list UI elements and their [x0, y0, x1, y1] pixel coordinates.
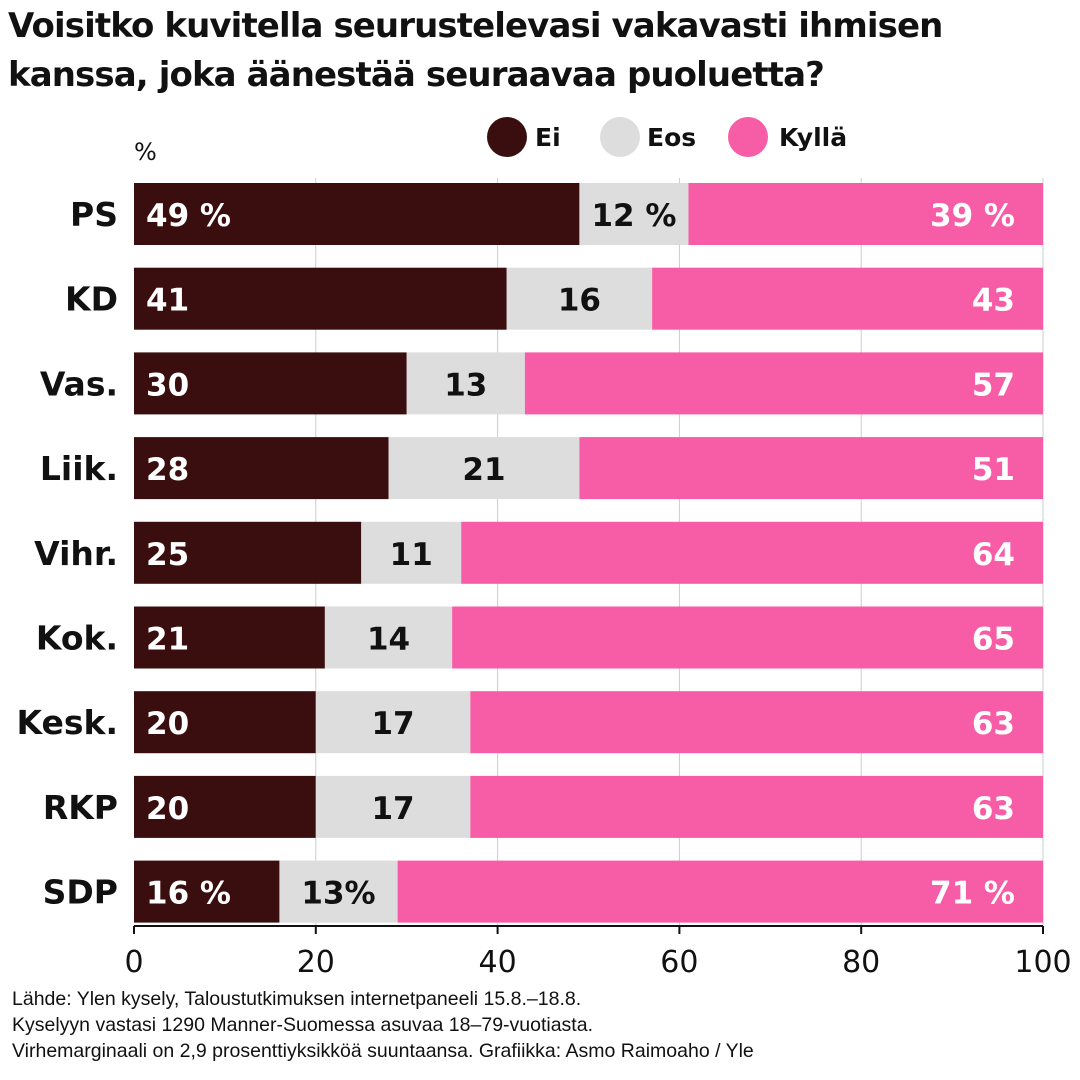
bar-ei — [134, 521, 362, 584]
category-label: RKP — [43, 788, 118, 827]
legend-label-0: Ei — [535, 123, 561, 152]
category-label: Kok. — [36, 619, 118, 658]
data-label-ei: 21 — [146, 622, 189, 658]
category-label: Vihr. — [34, 534, 118, 573]
category-label: KD — [65, 280, 118, 319]
data-label-eos: 12 % — [591, 198, 676, 234]
data-label-ei: 30 — [146, 367, 189, 403]
x-tick-label: 100 — [1014, 945, 1071, 980]
bar-ei — [134, 352, 407, 415]
data-label-kylla: 65 — [972, 622, 1015, 658]
data-label-kylla: 63 — [972, 706, 1015, 742]
bar-eos — [406, 352, 525, 415]
source-note: Lähde: Ylen kysely, Taloustutkimuksen in… — [12, 986, 1072, 1064]
x-tick-label: 80 — [842, 945, 880, 980]
legend-swatch-0 — [487, 117, 527, 157]
x-tick-label: 40 — [479, 945, 517, 980]
bar-eos — [361, 521, 462, 584]
legend-swatch-1 — [600, 117, 640, 157]
bar-ei — [134, 437, 389, 500]
data-label-kylla: 43 — [972, 283, 1015, 319]
bar-kylla — [461, 521, 1043, 584]
x-tick-label: 0 — [124, 945, 143, 980]
bar-ei — [134, 606, 325, 669]
legend-label-1: Eos — [647, 123, 696, 152]
data-label-kylla: 63 — [972, 791, 1015, 827]
data-label-eos: 21 — [462, 452, 505, 488]
data-label-eos: 11 — [390, 537, 433, 573]
data-label-eos: 14 — [367, 622, 410, 658]
source-line-3: Virhemarginaali on 2,9 prosenttiyksikköä… — [12, 1040, 754, 1062]
bar-eos — [506, 267, 653, 330]
bar-ei — [134, 860, 280, 923]
bar-kylla — [470, 691, 1044, 754]
bar-kylla — [470, 775, 1044, 838]
bar-kylla — [524, 352, 1043, 415]
legend-swatch-2 — [728, 117, 768, 157]
data-label-kylla: 64 — [972, 537, 1015, 573]
data-label-ei: 16 % — [146, 876, 231, 912]
legend-label-2: Kyllä — [779, 123, 847, 152]
x-tick-label: 20 — [297, 945, 335, 980]
source-line-2: Kyselyyn vastasi 1290 Manner-Suomessa as… — [12, 1014, 593, 1036]
category-label: PS — [70, 195, 118, 234]
bar-eos — [324, 606, 453, 669]
bar-kylla — [652, 267, 1043, 330]
bar-kylla — [397, 860, 1043, 923]
source-line-1: Lähde: Ylen kysely, Taloustutkimuksen in… — [12, 988, 582, 1010]
bar-eos — [579, 183, 689, 245]
data-label-kylla: 71 % — [930, 876, 1015, 912]
data-label-kylla: 51 — [972, 452, 1015, 488]
category-label: SDP — [43, 873, 118, 912]
bar-ei — [134, 775, 316, 838]
bar-kylla — [688, 183, 1043, 245]
data-label-eos: 13 — [444, 367, 487, 403]
data-label-kylla: 39 % — [930, 198, 1015, 234]
x-tick-label: 60 — [660, 945, 698, 980]
data-label-ei: 41 — [146, 283, 189, 319]
bar-kylla — [452, 606, 1043, 669]
data-label-eos: 16 — [558, 283, 601, 319]
data-label-eos: 17 — [371, 706, 414, 742]
bar-ei — [134, 183, 580, 245]
data-label-kylla: 57 — [972, 367, 1015, 403]
data-label-eos: 13% — [301, 876, 375, 912]
bar-eos — [279, 860, 398, 923]
bar-eos — [315, 775, 471, 838]
data-label-ei: 20 — [146, 706, 189, 742]
category-label: Vas. — [40, 364, 118, 403]
bar-ei — [134, 691, 316, 754]
bar-kylla — [579, 437, 1043, 500]
data-label-ei: 20 — [146, 791, 189, 827]
data-label-ei: 25 — [146, 537, 189, 573]
data-label-eos: 17 — [371, 791, 414, 827]
bar-eos — [388, 437, 580, 500]
data-label-ei: 49 % — [146, 198, 231, 234]
category-label: Kesk. — [17, 703, 119, 742]
bar-ei — [134, 267, 507, 330]
chart-title: Voisitko kuvitella seurustelevasi vakava… — [8, 6, 943, 95]
unit-label: % — [134, 138, 157, 166]
data-label-ei: 28 — [146, 452, 189, 488]
category-label: Liik. — [40, 449, 118, 488]
bar-eos — [315, 691, 471, 754]
